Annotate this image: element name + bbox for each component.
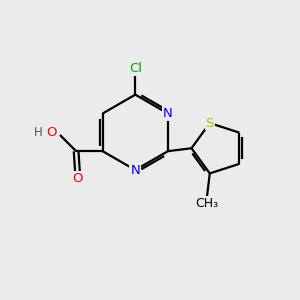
Text: N: N [130, 164, 140, 176]
Text: N: N [163, 107, 173, 120]
Text: H: H [34, 125, 42, 139]
Text: O: O [46, 125, 56, 139]
Text: O: O [72, 172, 83, 185]
Text: S: S [206, 116, 214, 130]
Text: CH₃: CH₃ [195, 197, 218, 210]
Text: Cl: Cl [129, 61, 142, 75]
